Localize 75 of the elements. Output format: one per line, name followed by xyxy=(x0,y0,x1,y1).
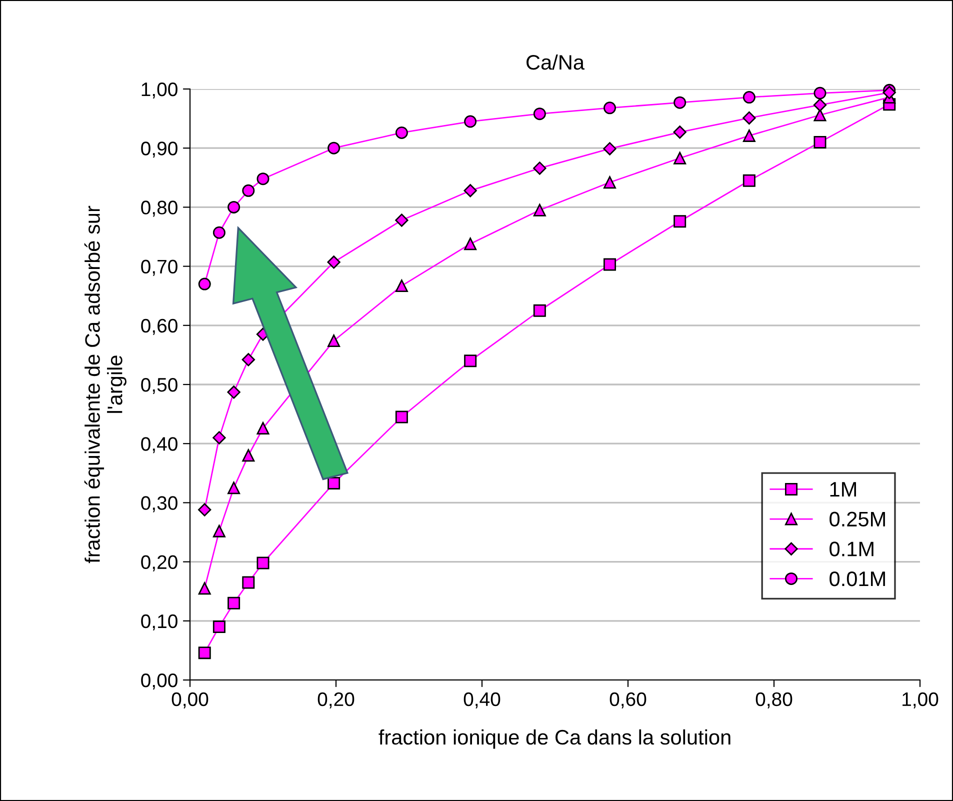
point xyxy=(464,115,477,128)
point xyxy=(603,142,616,156)
y-tick-label: 0,20 xyxy=(141,555,178,572)
chart-title: Ca/Na xyxy=(526,54,585,70)
point xyxy=(198,278,211,290)
y-tick-label: 0,40 xyxy=(141,437,178,454)
legend-label: 0.1M xyxy=(830,542,874,556)
point xyxy=(327,256,340,269)
point xyxy=(673,126,686,139)
point xyxy=(464,184,477,198)
y-tick-label: 0,00 xyxy=(141,673,178,690)
legend-label: 0.01M xyxy=(830,571,885,586)
point xyxy=(242,184,255,197)
x-axis-title: fraction ionique de Ca dans la solution xyxy=(378,729,730,749)
point xyxy=(742,129,756,142)
point xyxy=(604,176,616,189)
y-tick-label: 0,70 xyxy=(141,260,178,276)
point xyxy=(256,172,270,186)
point xyxy=(464,354,477,368)
y-tick-label: 0,90 xyxy=(141,142,178,158)
point xyxy=(198,582,211,595)
point xyxy=(212,524,226,538)
point xyxy=(882,86,896,100)
y-tick-label: 0,60 xyxy=(141,318,178,335)
legend-label: 1M xyxy=(830,482,856,496)
point xyxy=(395,214,408,227)
point xyxy=(533,162,546,175)
x-tick-label: 0,40 xyxy=(464,692,500,708)
point xyxy=(198,646,211,660)
point xyxy=(814,136,826,148)
y-axis-title: fraction équivalente de Ca adsorbé sur l'argile xyxy=(84,206,126,564)
point xyxy=(242,576,255,589)
point xyxy=(674,152,686,164)
legend-label: 0.25M xyxy=(830,512,885,527)
point xyxy=(328,476,340,490)
point xyxy=(212,620,226,634)
point xyxy=(533,304,546,317)
x-tick-label: 0,60 xyxy=(610,692,646,708)
point xyxy=(813,98,827,112)
point xyxy=(242,353,255,366)
point xyxy=(228,596,240,610)
point xyxy=(742,91,756,104)
point xyxy=(328,142,340,154)
point xyxy=(674,96,686,109)
point xyxy=(212,431,226,444)
point xyxy=(198,503,212,516)
point xyxy=(228,482,240,494)
point xyxy=(395,410,408,424)
y-tick-label: 0,30 xyxy=(141,496,178,512)
point xyxy=(395,126,408,139)
point xyxy=(228,200,240,214)
point xyxy=(212,226,226,239)
point xyxy=(814,86,826,100)
point xyxy=(533,108,546,120)
point xyxy=(674,215,686,228)
point xyxy=(604,258,616,271)
point xyxy=(328,334,340,348)
x-tick-label: 0,80 xyxy=(756,692,792,708)
y-tick-label: 0,50 xyxy=(141,378,178,394)
point xyxy=(464,238,477,250)
y-tick-label: 1,00 xyxy=(142,82,178,99)
y-tick-label: 0,80 xyxy=(141,200,178,217)
point xyxy=(242,449,255,462)
x-tick-label: 1,00 xyxy=(902,692,938,708)
x-tick-label: 0,00 xyxy=(172,692,208,708)
y-tick-label: 0,10 xyxy=(141,614,178,630)
point xyxy=(256,556,270,570)
point xyxy=(742,111,756,125)
point xyxy=(227,386,240,399)
point xyxy=(604,102,616,114)
point xyxy=(256,422,270,434)
point xyxy=(395,280,408,292)
x-tick-label: 0,20 xyxy=(318,692,354,708)
point xyxy=(742,174,756,187)
point xyxy=(533,204,546,216)
